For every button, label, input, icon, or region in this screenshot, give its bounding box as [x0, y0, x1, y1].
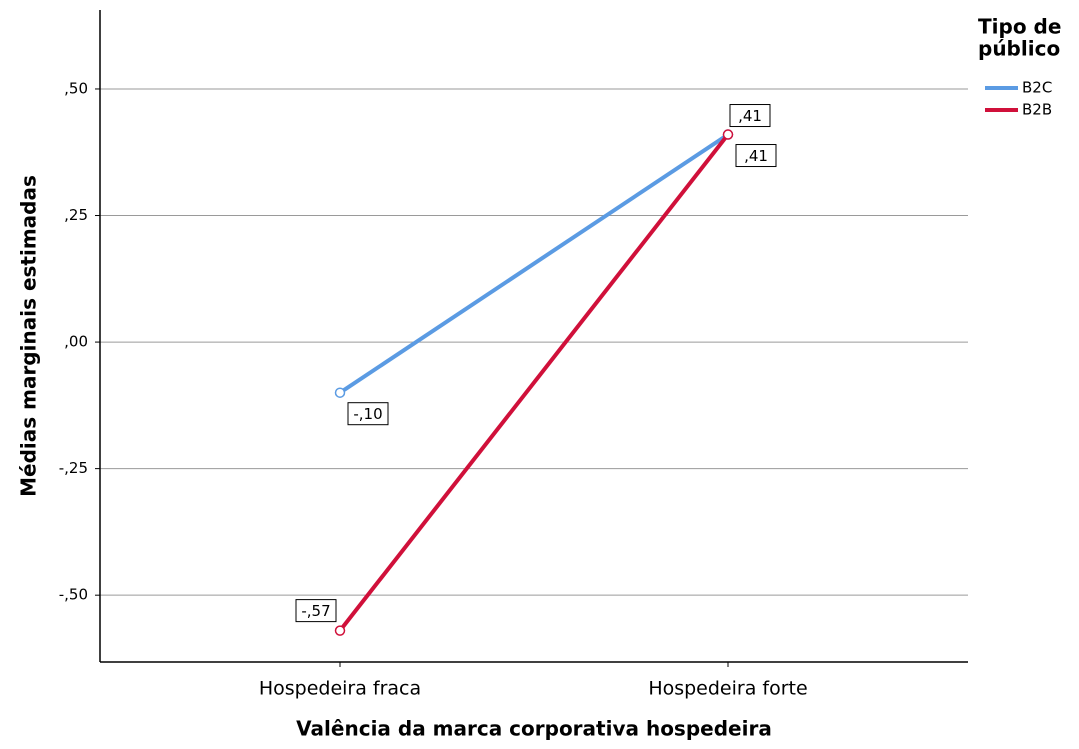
data-label: -,10 — [353, 405, 382, 423]
x-tick-label: Hospedeira fraca — [259, 678, 421, 700]
legend-label: B2C — [1022, 79, 1052, 97]
line — [338, 133, 730, 632]
line — [338, 132, 730, 395]
x-axis-label: Valência da marca corporativa hospedeira — [296, 717, 772, 741]
legend-label: B2B — [1022, 101, 1052, 119]
y-tick-label: -,50 — [59, 586, 88, 604]
legend-title: público — [978, 37, 1060, 61]
marker — [334, 387, 346, 398]
label-box — [735, 144, 777, 168]
y-tick-label: ,50 — [64, 79, 88, 97]
y-tick-label: ,25 — [64, 206, 88, 224]
marker — [722, 129, 734, 140]
y-tick-label: -,25 — [59, 459, 88, 477]
x-tick-label: Hospedeira forte — [648, 678, 807, 700]
data-label: ,41 — [738, 107, 762, 125]
y-tick-label: ,00 — [64, 333, 88, 351]
legend-title: Tipo de — [978, 15, 1061, 39]
data-label: -,57 — [301, 602, 330, 620]
label-box — [295, 599, 337, 623]
label-box — [347, 402, 389, 426]
y-axis-label: Médias marginais estimadas — [17, 175, 41, 497]
label-box — [729, 104, 771, 128]
data-label: ,41 — [744, 147, 768, 165]
marker — [334, 625, 346, 636]
